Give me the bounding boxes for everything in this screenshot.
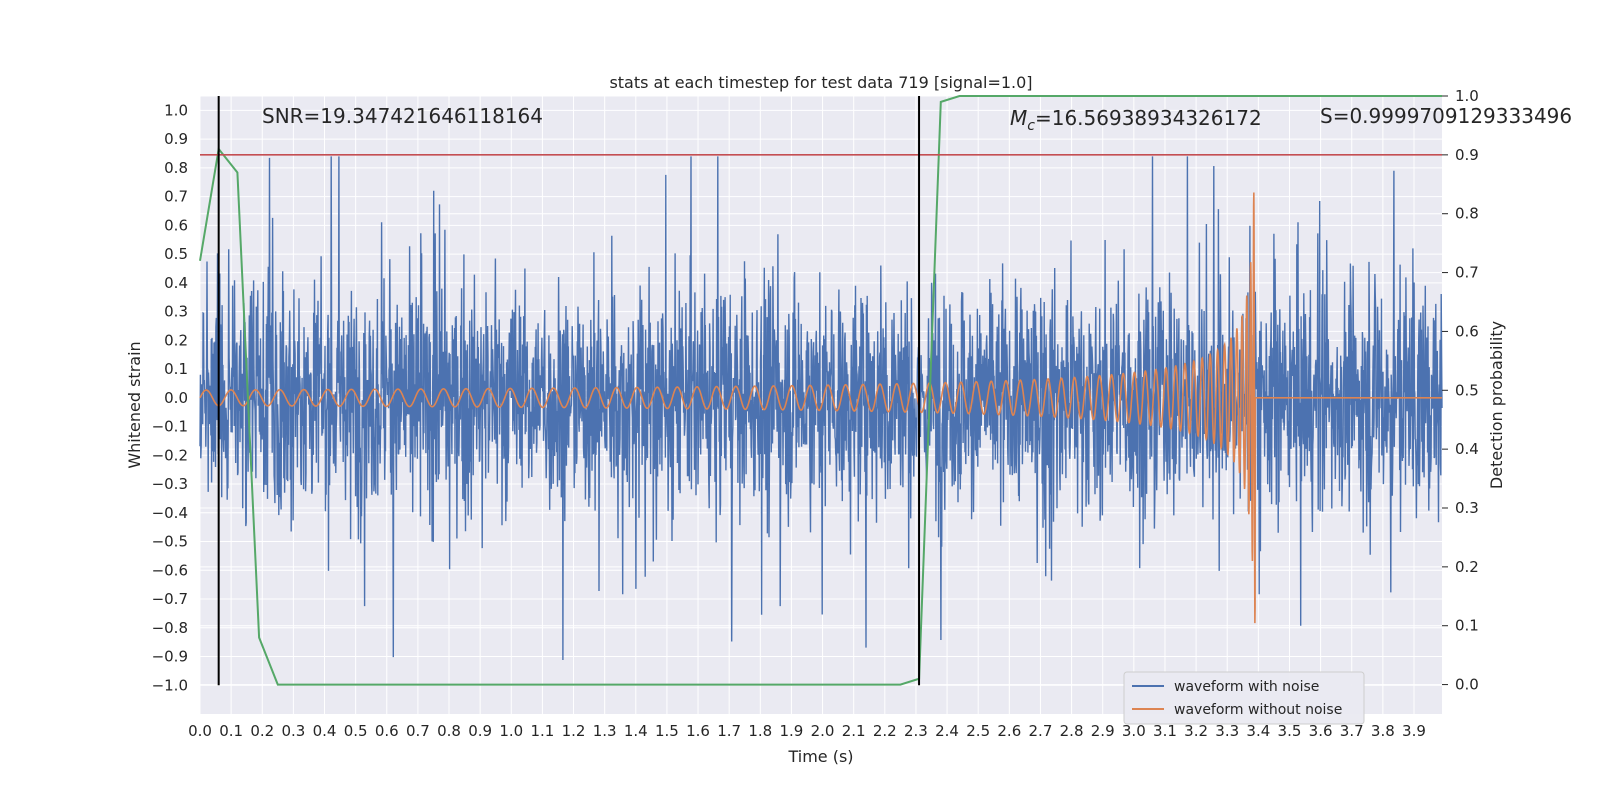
legend-label-clean: waveform without noise (1174, 702, 1342, 718)
x-tick-label: 2.4 (935, 722, 959, 740)
y-tick-label: 0.8 (164, 159, 188, 177)
chart-title: stats at each timestep for test data 719… (609, 73, 1032, 92)
y-tick-label: 0.4 (164, 274, 188, 292)
x-tick-label: 0.6 (375, 722, 399, 740)
x-tick-label: 0.2 (250, 722, 274, 740)
x-tick-label: 2.7 (1029, 722, 1053, 740)
x-axis-label: Time (s) (787, 747, 853, 766)
y2-tick-label: 0.2 (1455, 558, 1479, 576)
event-vlines (217, 96, 921, 686)
y2-tick-label: 0.0 (1455, 676, 1479, 694)
x-tick-label: 0.1 (219, 722, 243, 740)
x-tick-label: 3.3 (1215, 722, 1239, 740)
y2-tick-label: 0.5 (1455, 381, 1479, 399)
x-tick-label: 2.6 (997, 722, 1021, 740)
y-tick-label: 0.0 (164, 389, 188, 407)
y-tick-label: 0.1 (164, 360, 188, 378)
y2-axis-label: Detection probability (1487, 321, 1506, 489)
clean-waveform-line (199, 192, 1442, 624)
y-tick-label: 0.3 (164, 303, 188, 321)
y-tick-label: −0.9 (152, 648, 188, 666)
significance-annotation: S=0.9999709129333496 (1320, 104, 1572, 128)
x-tick-label: 3.7 (1340, 722, 1364, 740)
chirp-mass-subscript: c (1027, 118, 1035, 134)
y-tick-label: 0.7 (164, 188, 188, 206)
x-tick-label: 3.2 (1184, 722, 1208, 740)
y-tick-label: −0.1 (152, 418, 188, 436)
legend-label-noise: waveform with noise (1174, 679, 1319, 695)
chirp-mass-symbol: M (1010, 106, 1027, 130)
x-tick-labels: 0.0 0.1 0.2 0.3 0.4 0.5 0.6 0.7 0.8 0.9 1.0 1.1 1.2 1… (188, 722, 1426, 740)
x-tick-label: 0.9 (468, 722, 492, 740)
y2-tick-label: 0.4 (1455, 440, 1479, 458)
y-tick-label: 0.9 (164, 130, 188, 148)
y-axis-label: Whitened strain (125, 341, 144, 468)
x-tick-label: 2.8 (1060, 722, 1084, 740)
series-detection-probability (199, 95, 1442, 686)
y2-tick-label: 1.0 (1455, 87, 1479, 105)
x-tick-label: 1.4 (624, 722, 648, 740)
legend: waveform with noise waveform without noi… (1123, 671, 1365, 725)
x-tick-label: 1.8 (748, 722, 772, 740)
y-tick-label: −0.3 (152, 475, 188, 493)
x-tick-label: 2.2 (873, 722, 897, 740)
x-tick-label: 3.5 (1278, 722, 1302, 740)
x-tick-label: 1.9 (779, 722, 803, 740)
x-tick-label: 1.2 (562, 722, 586, 740)
x-tick-label: 0.4 (313, 722, 337, 740)
y-tick-label: 0.2 (164, 331, 188, 349)
y2-tick-label: 0.9 (1455, 146, 1479, 164)
chirp-mass-annotation: Mc=16.56938934326172 (1010, 106, 1262, 134)
x-tick-label: 0.3 (281, 722, 305, 740)
y2-tick-labels: 1.0 0.9 0.8 0.7 0.6 0.5 0.4 0.3 0.2 0.1 0.0 (1442, 87, 1479, 694)
y2-tick-label: 0.8 (1455, 205, 1479, 223)
y-tick-label: 0.5 (164, 245, 188, 263)
y-tick-label: −0.4 (152, 504, 188, 522)
snr-annotation: SNR=19.347421646118164 (262, 104, 543, 128)
y2-tick-label: 0.3 (1455, 499, 1479, 517)
x-tick-label: 0.5 (344, 722, 368, 740)
x-tick-label: 3.6 (1309, 722, 1333, 740)
x-tick-label: 1.0 (499, 722, 523, 740)
x-tick-label: 0.0 (188, 722, 212, 740)
x-tick-label: 2.9 (1091, 722, 1115, 740)
x-tick-label: 3.4 (1246, 722, 1270, 740)
y-tick-label: −1.0 (152, 676, 188, 694)
x-tick-label: 0.8 (437, 722, 461, 740)
x-tick-label: 3.1 (1153, 722, 1177, 740)
y-tick-label: −0.5 (152, 533, 188, 551)
y2-tick-label: 0.6 (1455, 322, 1479, 340)
x-tick-label: 2.1 (842, 722, 866, 740)
y-tick-labels: 1.0 0.9 0.8 0.7 0.6 0.5 0.4 0.3 0.2 0.1 0.0 −0.1 −0.… (152, 101, 188, 694)
x-tick-label: 1.7 (717, 722, 741, 740)
x-tick-label: 1.6 (686, 722, 710, 740)
x-tick-label: 1.3 (593, 722, 617, 740)
x-tick-label: 3.0 (1122, 722, 1146, 740)
x-tick-label: 0.7 (406, 722, 430, 740)
x-tick-label: 1.5 (655, 722, 679, 740)
y-tick-label: −0.6 (152, 561, 188, 579)
y2-tick-label: 0.1 (1455, 617, 1479, 635)
y-tick-label: 0.6 (164, 216, 188, 234)
x-tick-label: 3.9 (1402, 722, 1426, 740)
y2-tick-label: 0.7 (1455, 264, 1479, 282)
series-waveform-without-noise (199, 192, 1442, 624)
x-tick-label: 2.3 (904, 722, 928, 740)
y-tick-label: −0.2 (152, 446, 188, 464)
y-tick-label: −0.8 (152, 619, 188, 637)
x-tick-label: 1.1 (530, 722, 554, 740)
chirp-mass-value: =16.56938934326172 (1035, 106, 1262, 130)
y-tick-label: 1.0 (164, 101, 188, 119)
probability-line (199, 95, 1442, 686)
y-tick-label: −0.7 (152, 590, 188, 608)
x-tick-label: 3.8 (1371, 722, 1395, 740)
legend-box (1123, 671, 1365, 725)
x-tick-label: 2.5 (966, 722, 990, 740)
x-tick-label: 2.0 (811, 722, 835, 740)
